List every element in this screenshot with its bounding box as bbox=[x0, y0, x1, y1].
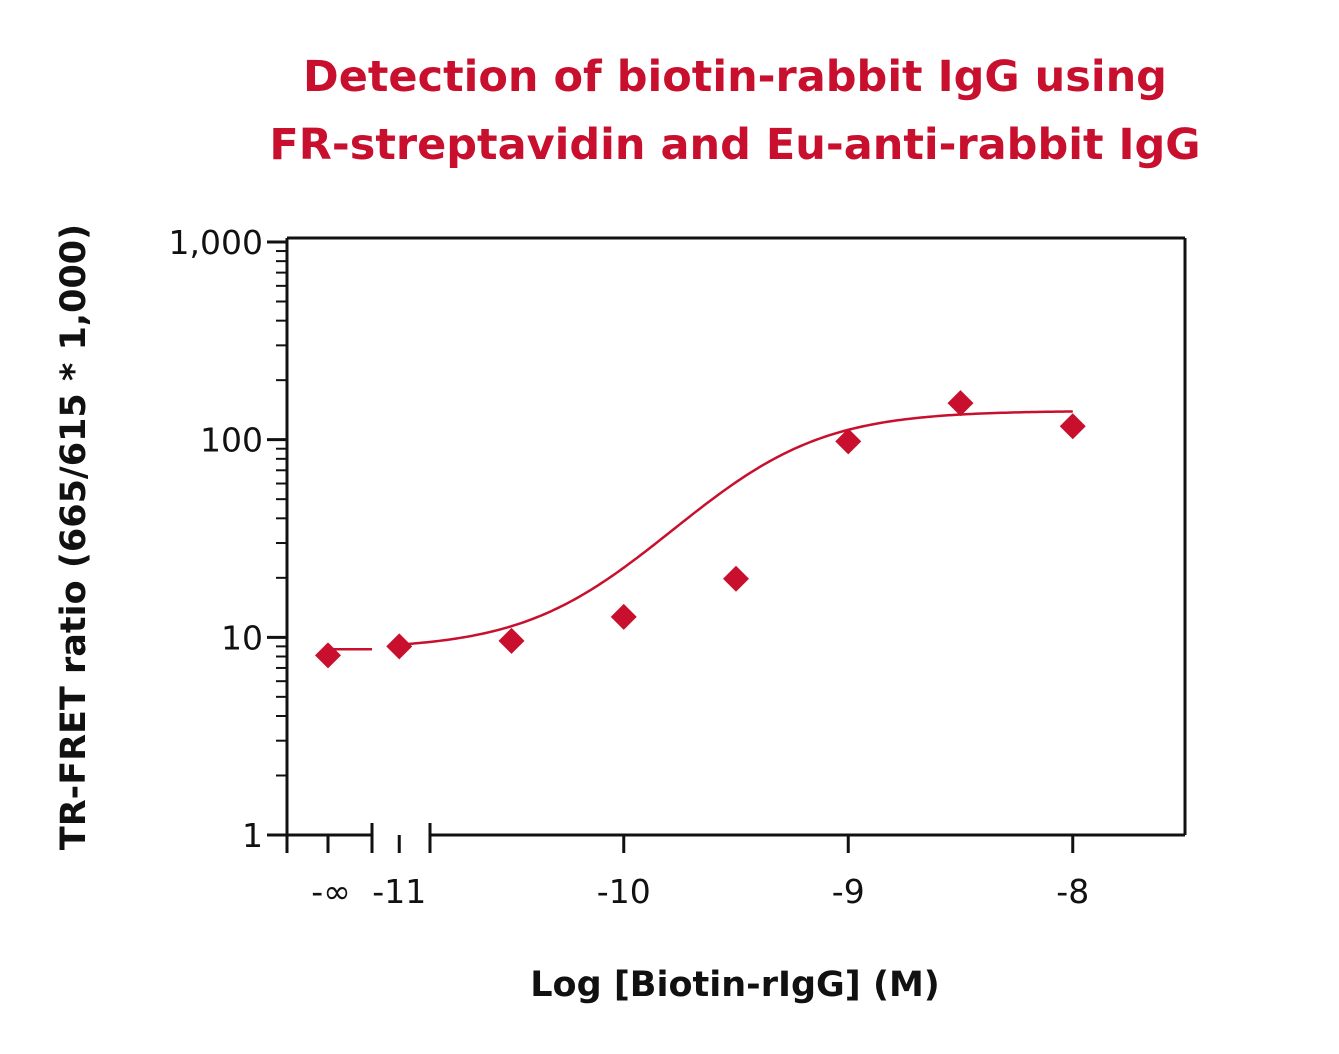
x-axis-label: Log [Biotin-rIgG] (M) bbox=[530, 965, 940, 1005]
x-tick-label-neg-infinity: -∞ bbox=[311, 872, 350, 911]
y-tick-label: 1,000 bbox=[169, 223, 263, 262]
data-point bbox=[498, 627, 525, 654]
fit-curve bbox=[399, 410, 1073, 646]
data-point bbox=[947, 390, 974, 417]
chart-title-line-1: Detection of biotin-rabbit IgG using bbox=[303, 52, 1167, 102]
y-tick-label: 1 bbox=[242, 816, 263, 855]
chart-title-line-2: FR-streptavidin and Eu-anti-rabbit IgG bbox=[269, 120, 1201, 170]
x-tick-label: -11 bbox=[372, 872, 426, 911]
data-point bbox=[386, 633, 413, 660]
x-tick-label: -8 bbox=[1056, 872, 1089, 911]
data-point bbox=[1059, 413, 1086, 440]
data-point bbox=[723, 565, 749, 592]
x-tick-label: -9 bbox=[832, 872, 865, 911]
data-point bbox=[610, 603, 637, 630]
x-tick-label: -10 bbox=[597, 872, 651, 911]
data-point-zero bbox=[315, 642, 341, 669]
y-tick-label: 100 bbox=[200, 421, 263, 460]
y-tick-label: 10 bbox=[221, 618, 263, 657]
data-point bbox=[835, 428, 862, 455]
